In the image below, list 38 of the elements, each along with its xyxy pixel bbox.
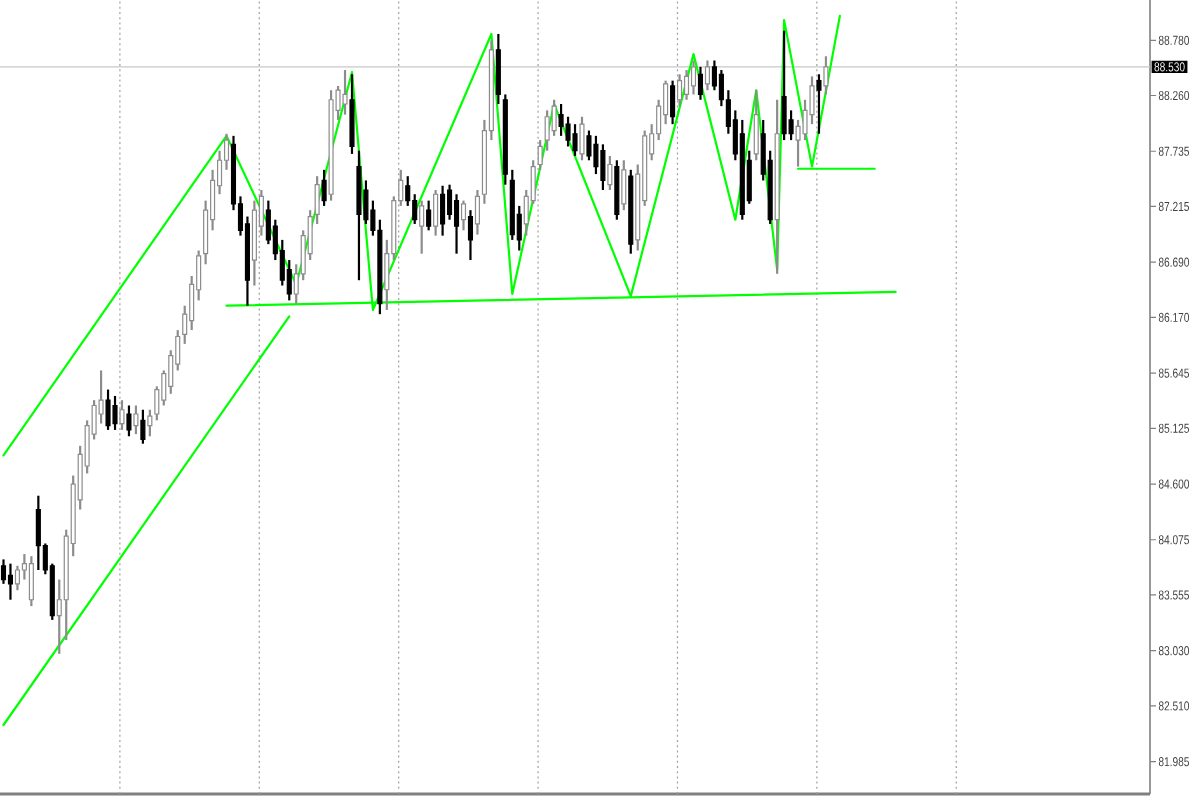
candlestick <box>321 168 327 208</box>
candlestick <box>816 73 822 135</box>
candlestick <box>823 55 829 96</box>
candlestick <box>140 408 146 445</box>
candlestick <box>690 59 697 96</box>
candlestick <box>440 184 446 237</box>
candlestick <box>453 193 460 255</box>
candlestick <box>697 65 704 101</box>
candlestick <box>349 73 355 155</box>
candlestick <box>342 68 348 116</box>
candlestick <box>781 29 787 142</box>
candlestick <box>35 494 41 572</box>
candlestick <box>460 199 467 232</box>
candlestick <box>753 89 759 162</box>
candlestick <box>670 79 676 126</box>
candlestick <box>426 199 432 232</box>
candlestick <box>607 154 613 192</box>
candlestick <box>683 68 690 101</box>
candlestick <box>419 199 425 255</box>
candlestick <box>7 562 14 601</box>
candlestick <box>119 399 125 431</box>
candlestick <box>126 404 132 438</box>
candlestick <box>433 188 439 237</box>
candlestick <box>579 115 585 162</box>
candlestick <box>28 555 34 608</box>
candlestick <box>356 149 362 282</box>
candlestick <box>614 159 620 221</box>
candlestick <box>286 258 292 302</box>
candlestick <box>112 394 118 431</box>
candlestick <box>572 123 578 158</box>
candlestick <box>551 98 557 137</box>
candlestick <box>704 59 710 92</box>
candlestick <box>467 209 474 262</box>
candlestick <box>105 388 111 431</box>
candlestick <box>677 73 683 108</box>
candlestick <box>600 143 606 192</box>
candlestick <box>133 404 139 436</box>
candlestick <box>621 159 627 212</box>
